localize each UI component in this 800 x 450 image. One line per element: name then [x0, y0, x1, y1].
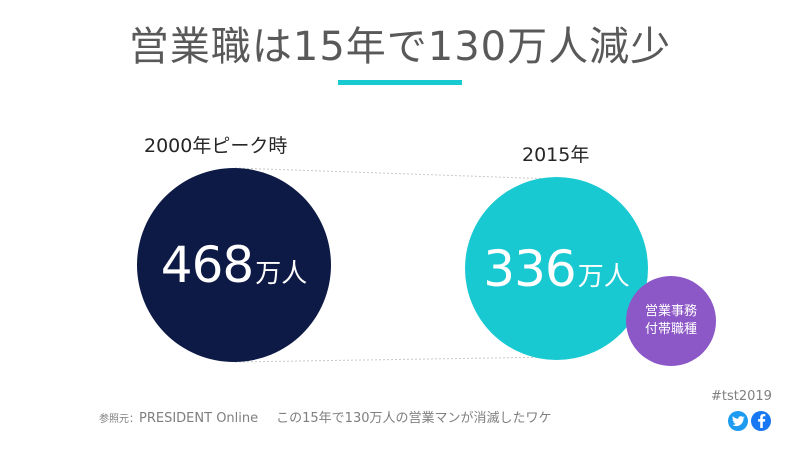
top-connector-line: [234, 167, 556, 180]
source-name: PRESIDENT Online: [139, 411, 259, 426]
peak-year-label: 2000年ピーク時: [144, 135, 288, 157]
value-2000: 468: [160, 236, 254, 294]
sales-support-line2: 付帯職種: [644, 322, 697, 337]
circle-sales-support: 営業事務 付帯職種: [626, 276, 716, 366]
unit-2015: 万人: [577, 262, 630, 292]
unit-2000: 万人: [255, 258, 308, 289]
bottom-connector-line: [234, 356, 556, 363]
hashtag: #tst2019: [711, 389, 772, 404]
circle-2000: 468 万人: [137, 168, 331, 362]
source-prefix: 参照元：: [99, 414, 139, 425]
social-icons: [728, 411, 771, 431]
value-2015: 336: [483, 239, 576, 298]
facebook-icon[interactable]: [751, 411, 771, 431]
source-article: この15年で130万人の営業マンが消滅したワケ: [276, 411, 552, 426]
twitter-icon[interactable]: [728, 411, 748, 431]
year-2015-label: 2015年: [522, 144, 590, 166]
source-citation: 参照元：PRESIDENT Online この15年で130万人の営業マンが消滅し…: [99, 407, 552, 426]
sales-support-line1: 営業事務: [644, 304, 697, 319]
circle-2015: 336 万人: [465, 177, 648, 360]
page-title: 営業職は15年で130万人減少: [128, 24, 672, 70]
title-underline: [338, 80, 462, 85]
